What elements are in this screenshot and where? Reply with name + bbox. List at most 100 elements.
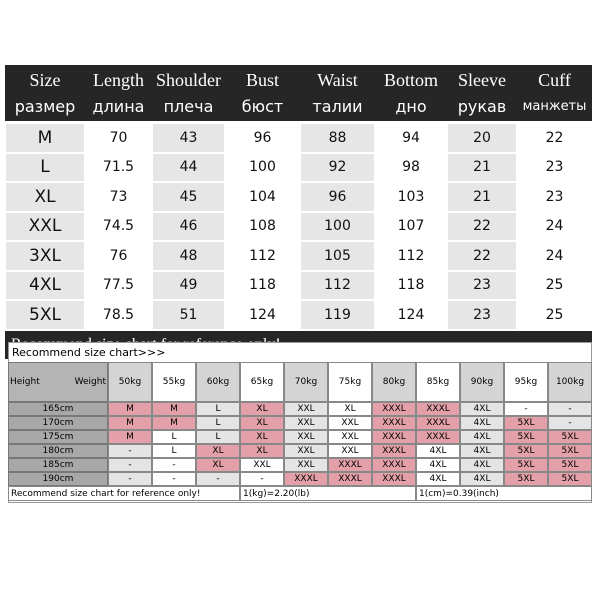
header-ru: плеча	[163, 96, 214, 116]
size-cell: 4XL	[416, 444, 460, 458]
size-cell: XXL	[284, 402, 328, 416]
table-cell: 78.5	[86, 301, 151, 329]
weight-header: 60kg	[196, 362, 240, 402]
size-cell: XL	[240, 430, 284, 444]
header-ru: длина	[92, 96, 145, 116]
size-cell: 4XL	[416, 458, 460, 472]
size-cell: M	[108, 416, 152, 430]
size-cell: XXXL	[284, 472, 328, 486]
table-cell: 73	[86, 183, 151, 211]
size-cell: XXXL	[372, 472, 416, 486]
size-cell: 5XL	[504, 430, 548, 444]
table-cell: 5XL	[6, 301, 84, 329]
size-cell: XXL	[284, 430, 328, 444]
table-cell: 96	[226, 124, 299, 152]
size-cell: XXXL	[372, 444, 416, 458]
table-cell: 22	[448, 212, 516, 240]
size-cell: XL	[240, 444, 284, 458]
size-cell: -	[196, 472, 240, 486]
weight-header: 80kg	[372, 362, 416, 402]
size-cell: XL	[240, 402, 284, 416]
size-cell: -	[108, 472, 152, 486]
size-cell: XXXL	[416, 416, 460, 430]
table-cell: 98	[376, 153, 446, 181]
table-cell: 124	[226, 301, 299, 329]
size-cell: XXL	[284, 458, 328, 472]
weight-header: 70kg	[284, 362, 328, 402]
size-cell: XXL	[328, 430, 372, 444]
footer-cm: 1(cm)=0.39(inch)	[416, 486, 592, 501]
size-cell: XXXL	[416, 430, 460, 444]
header-band	[5, 65, 592, 121]
table-cell: 76	[86, 242, 151, 270]
table-cell: L	[6, 153, 84, 181]
height-label: 170cm	[8, 416, 108, 430]
corner-row-label: Height	[10, 377, 40, 387]
size-cell: 5XL	[548, 430, 592, 444]
size-cell: -	[108, 458, 152, 472]
corner-col-label: Weight	[74, 377, 106, 387]
table-cell: 48	[153, 242, 224, 270]
header-ru: рукав	[457, 96, 507, 116]
table-cell: 24	[518, 242, 591, 270]
header-ru: дно	[395, 96, 427, 116]
table-cell: 22	[518, 124, 591, 152]
size-cell: -	[108, 444, 152, 458]
table-cell: 23	[518, 153, 591, 181]
size-cell: 5XL	[548, 472, 592, 486]
size-cell: L	[196, 416, 240, 430]
size-cell: XL	[328, 402, 372, 416]
table-cell: 4XL	[6, 271, 84, 299]
weight-header: 90kg	[460, 362, 504, 402]
size-cell: 5XL	[548, 458, 592, 472]
table-cell: XXL	[6, 212, 84, 240]
table-cell: 74.5	[86, 212, 151, 240]
size-cell: XXL	[240, 458, 284, 472]
size-cell: -	[152, 458, 196, 472]
size-cell: 4XL	[460, 430, 504, 444]
table-cell: 51	[153, 301, 224, 329]
weight-header: 65kg	[240, 362, 284, 402]
size-cell: L	[196, 430, 240, 444]
header-ru: манжеты	[522, 98, 587, 114]
table-cell: 119	[301, 301, 374, 329]
footer-kg: 1(kg)=2.20(lb)	[240, 486, 416, 501]
table-cell: 21	[448, 183, 516, 211]
table-cell: 104	[226, 183, 299, 211]
header-en: Bottom	[383, 70, 438, 90]
height-label: 190cm	[8, 472, 108, 486]
size-cell: L	[152, 430, 196, 444]
table-cell: 107	[376, 212, 446, 240]
size-cell: XXXL	[372, 402, 416, 416]
table-cell: 25	[518, 301, 591, 329]
size-cell: XL	[196, 444, 240, 458]
table-cell: 23	[518, 183, 591, 211]
table-cell: 96	[301, 183, 374, 211]
weight-header: 75kg	[328, 362, 372, 402]
size-cell: XXXL	[372, 458, 416, 472]
table-cell: 25	[518, 271, 591, 299]
header-ru: талии	[312, 96, 363, 116]
size-cell: XXXL	[372, 416, 416, 430]
chart-title: Recommend size chart>>>	[12, 345, 166, 359]
size-cell: XXXL	[328, 472, 372, 486]
table-cell: 3XL	[6, 242, 84, 270]
size-cell: M	[152, 402, 196, 416]
size-cell: 5XL	[504, 458, 548, 472]
size-cell: 5XL	[504, 472, 548, 486]
height-label: 180cm	[8, 444, 108, 458]
header-ru: размер	[14, 96, 76, 116]
footer-note: Recommend size chart for reference only!	[8, 486, 240, 501]
table-cell: 92	[301, 153, 374, 181]
table-cell: 108	[226, 212, 299, 240]
table-cell: 23	[448, 271, 516, 299]
size-cell: XXL	[328, 444, 372, 458]
size-cell: L	[196, 402, 240, 416]
table-cell: 22	[448, 242, 516, 270]
size-cell: XXXL	[328, 458, 372, 472]
weight-header: 50kg	[108, 362, 152, 402]
table-cell: XL	[6, 183, 84, 211]
size-cell: 5XL	[504, 444, 548, 458]
table-cell: 100	[226, 153, 299, 181]
size-cell: 4XL	[460, 458, 504, 472]
